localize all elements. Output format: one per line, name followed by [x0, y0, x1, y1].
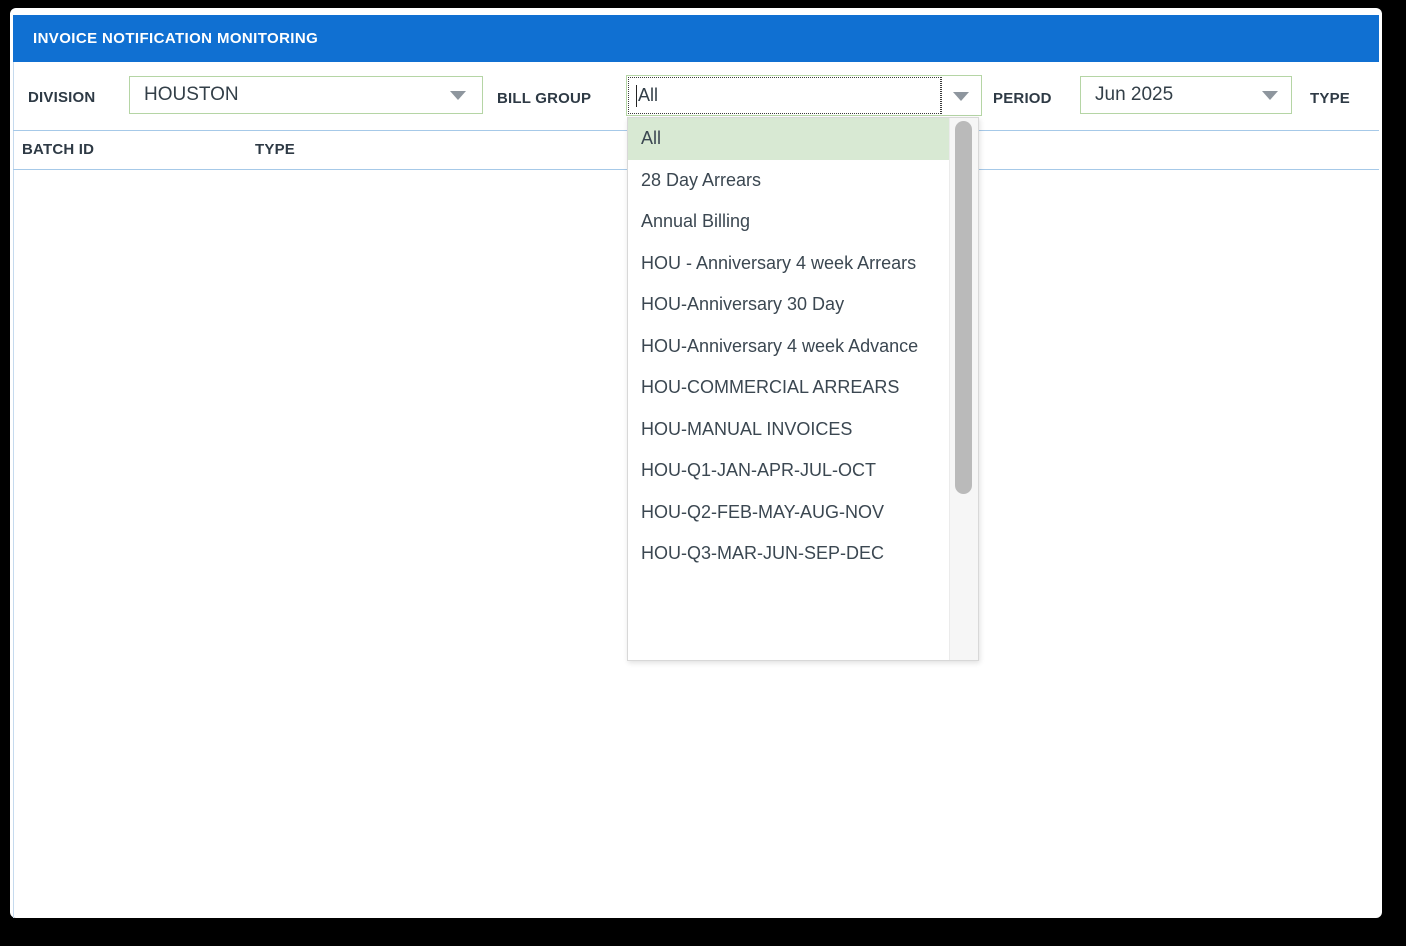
scrollbar-thumb[interactable] — [955, 121, 972, 494]
dropdown-option[interactable]: 28 Day Arrears — [641, 169, 762, 190]
dropdown-option[interactable]: HOU - Anniversary 4 week Arrears — [641, 252, 917, 273]
division-select[interactable]: HOUSTON — [129, 76, 483, 114]
dropdown-option[interactable]: HOU-Anniversary 4 week Advance — [641, 335, 919, 356]
bill-group-label: BILL GROUP — [497, 90, 592, 107]
dropdown-options: All 28 Day Arrears Annual Billing HOU - … — [628, 118, 950, 575]
dropdown-option[interactable]: HOU-Q1-JAN-APR-JUL-OCT — [641, 460, 877, 480]
dropdown-option[interactable]: HOU-Q3-MAR-JUN-SEP-DEC — [641, 543, 884, 563]
column-header-batch-id: BATCH ID — [22, 141, 95, 158]
bill-group-dropdown-button[interactable] — [941, 77, 981, 114]
page-title: INVOICE NOTIFICATION MONITORING — [33, 30, 319, 47]
dropdown-option[interactable]: Annual Billing — [641, 211, 751, 231]
dropdown-option[interactable]: HOU-COMMERCIAL ARREARS — [641, 377, 900, 397]
bill-group-input-zone — [628, 77, 941, 114]
period-select[interactable]: Jun 2025 — [1080, 76, 1292, 114]
title-bar: INVOICE NOTIFICATION MONITORING — [13, 15, 1379, 62]
division-label: DIVISION — [28, 89, 96, 106]
app-window: INVOICE NOTIFICATION MONITORING DIVISION… — [10, 8, 1382, 918]
bill-group-input[interactable] — [629, 78, 940, 113]
division-value: HOUSTON — [144, 84, 239, 105]
chevron-down-icon[interactable] — [1262, 91, 1278, 100]
dropdown-option[interactable]: HOU-Q2-FEB-MAY-AUG-NOV — [641, 501, 885, 522]
bill-group-dropdown-list: All 28 Day Arrears Annual Billing HOU - … — [627, 117, 979, 661]
type-label: TYPE — [1310, 90, 1350, 107]
period-value: Jun 2025 — [1095, 84, 1174, 105]
column-header-type: TYPE — [255, 141, 295, 158]
content-left-border — [13, 62, 14, 918]
bill-group-combobox[interactable] — [626, 75, 982, 116]
dropdown-scrollbar[interactable] — [949, 118, 978, 660]
dropdown-option[interactable]: HOU-Anniversary 30 Day — [641, 294, 845, 314]
dropdown-option[interactable]: All — [628, 118, 950, 160]
period-label: PERIOD — [993, 90, 1052, 107]
chevron-down-icon[interactable] — [450, 91, 466, 100]
chevron-down-icon[interactable] — [953, 91, 969, 101]
dropdown-option[interactable]: HOU-MANUAL INVOICES — [641, 418, 853, 439]
text-cursor — [636, 85, 637, 107]
